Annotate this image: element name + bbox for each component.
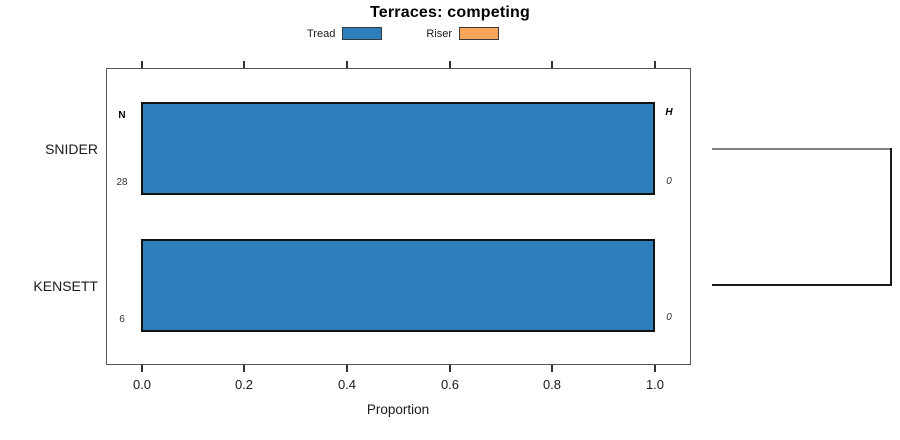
x-tick-label: 1.0 [645, 377, 665, 392]
axis-tick [141, 365, 143, 372]
axis-tick [449, 61, 451, 68]
axis-tick [654, 61, 656, 68]
bar-row-snider [141, 102, 655, 195]
annotation-n-snider: 28 [116, 177, 128, 188]
category-label-snider: SNIDER [45, 141, 98, 157]
x-axis-label: Proportion [366, 402, 430, 417]
axis-tick [551, 61, 553, 68]
legend-label-riser: Riser [426, 27, 452, 40]
legend-label-tread: Tread [307, 27, 336, 40]
annotation-header-h: H [665, 107, 673, 118]
x-tick-label: 0.2 [234, 377, 254, 392]
legend-swatch-tread [342, 27, 383, 40]
bar-row-kensett [141, 239, 655, 332]
legend-item-riser: Riser [426, 27, 499, 40]
axis-tick [551, 365, 553, 372]
annotation-h-kensett: 0 [666, 312, 672, 323]
category-label-kensett: KENSETT [33, 278, 98, 294]
x-tick-label: 0.0 [132, 377, 152, 392]
annotation-h-snider: 0 [666, 176, 672, 187]
dendrogram-branch-snider [712, 148, 892, 150]
axis-tick [141, 61, 143, 68]
axis-tick [449, 365, 451, 372]
legend-item-tread: Tread [307, 27, 383, 40]
bar-kensett-tread [141, 239, 655, 332]
legend: Tread Riser [307, 27, 499, 40]
dendrogram-branch-kensett [712, 284, 892, 286]
axis-tick [243, 365, 245, 372]
axis-tick [243, 61, 245, 68]
legend-swatch-riser [459, 27, 499, 40]
annotation-n-kensett: 6 [119, 314, 125, 325]
axis-tick [654, 365, 656, 372]
axis-tick [346, 61, 348, 68]
axis-tick [346, 365, 348, 372]
dendrogram-join [890, 148, 892, 286]
bar-snider-tread [141, 102, 655, 195]
chart-title: Terraces: competing [370, 4, 530, 21]
x-tick-label: 0.4 [337, 377, 357, 392]
annotation-header-n: N [118, 110, 126, 121]
x-tick-label: 0.8 [542, 377, 562, 392]
x-tick-label: 0.6 [440, 377, 460, 392]
